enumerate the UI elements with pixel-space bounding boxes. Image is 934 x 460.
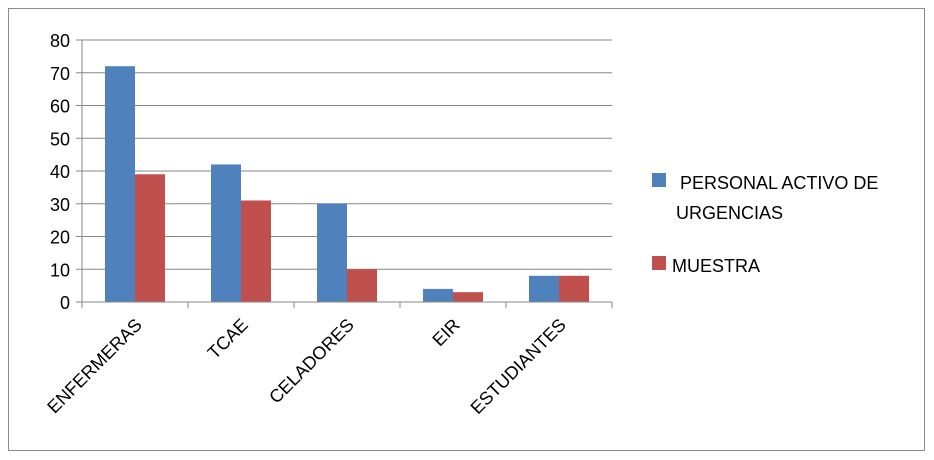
x-tick-label: ESTUDIANTES xyxy=(467,315,570,418)
y-tick-label: 10 xyxy=(50,260,70,280)
bars xyxy=(105,66,589,302)
y-tick-label: 80 xyxy=(50,31,70,51)
y-tick-label: 60 xyxy=(50,97,70,117)
bar-enfermeras-series1 xyxy=(105,66,135,302)
y-tick-label: 70 xyxy=(50,64,70,84)
y-tick-labels: 0 10 20 30 40 50 60 70 80 xyxy=(50,31,70,313)
y-tick-label: 40 xyxy=(50,162,70,182)
x-tick-labels: ENFERMERAS TCAE CELADORES EIR ESTUDIANTES xyxy=(43,315,570,418)
legend-swatch-series2 xyxy=(652,256,666,270)
bar-enfermeras-series2 xyxy=(135,174,165,302)
x-tick-label: TCAE xyxy=(204,315,252,363)
x-tick-label: CELADORES xyxy=(265,315,358,408)
y-tick-label: 30 xyxy=(50,195,70,215)
bar-celadores-series2 xyxy=(347,269,377,302)
bar-eir-series2 xyxy=(453,292,483,302)
x-tick-label: EIR xyxy=(428,315,463,350)
legend-label-series1: PERSONAL ACTIVO DE URGENCIAS xyxy=(676,173,878,223)
legend-label-series2: MUESTRA xyxy=(672,256,760,276)
bar-estudiantes-series1 xyxy=(529,275,559,302)
bar-celadores-series1 xyxy=(317,203,347,302)
bar-tcae-series2 xyxy=(241,200,271,302)
y-tick-label: 0 xyxy=(60,293,70,313)
gridlines xyxy=(82,39,612,270)
bar-tcae-series1 xyxy=(211,164,241,302)
bar-estudiantes-series2 xyxy=(559,275,589,302)
legend: PERSONAL ACTIVO DE URGENCIAS MUESTRA xyxy=(652,173,878,276)
x-tick-label: ENFERMERAS xyxy=(43,315,146,418)
y-tick-label: 50 xyxy=(50,129,70,149)
bar-eir-series1 xyxy=(423,288,453,302)
legend-swatch-series1 xyxy=(652,173,666,187)
y-tick-label: 20 xyxy=(50,228,70,248)
axes xyxy=(76,39,613,308)
